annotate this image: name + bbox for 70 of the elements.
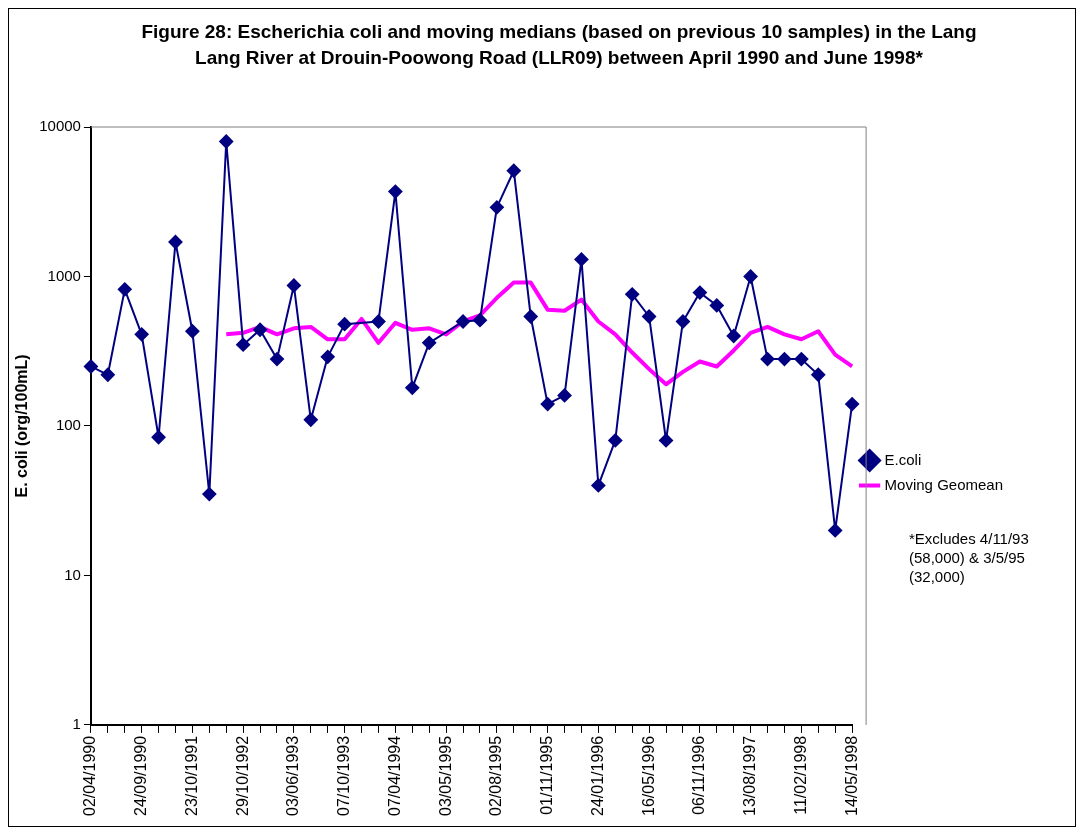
x-tick-label: 23/10/1991 xyxy=(182,735,200,816)
point xyxy=(303,412,318,427)
x-tick-label: 03/05/1995 xyxy=(436,735,454,816)
point xyxy=(405,380,420,395)
text: *Excludes 4/11/93 (58,000) & 3/5/95 (32,000) xyxy=(909,529,1030,586)
point xyxy=(100,367,115,382)
x-tick-label: 01/11/1995 xyxy=(538,735,556,815)
point xyxy=(692,285,707,300)
x-tick-label: 07/04/1994 xyxy=(385,735,403,816)
point xyxy=(371,314,386,329)
legend-label: Moving Geomean xyxy=(884,475,1004,493)
x-tick-label: 13/08/1997 xyxy=(741,735,759,816)
x-tick-label: 02/04/1990 xyxy=(81,735,99,816)
point xyxy=(608,433,623,448)
point xyxy=(726,328,741,343)
point xyxy=(489,200,504,215)
point xyxy=(557,388,572,403)
legend-label: E.coli xyxy=(884,450,922,468)
point xyxy=(185,324,200,339)
y-axis-title: E. coli (org/100mL) xyxy=(13,354,31,498)
point xyxy=(642,309,657,324)
point xyxy=(574,252,589,267)
x-tick-label: 24/01/1996 xyxy=(588,735,606,816)
y-tick-label: 1 xyxy=(72,715,81,733)
point xyxy=(794,352,809,367)
x-tick-label: 11/02/1998 xyxy=(791,735,809,815)
point xyxy=(134,327,149,342)
x-tick-label: 24/09/1990 xyxy=(132,735,150,816)
point xyxy=(523,309,538,324)
x-tick-label: 02/08/1995 xyxy=(487,735,505,816)
point xyxy=(253,322,268,337)
point xyxy=(845,397,860,412)
point xyxy=(337,317,352,332)
point xyxy=(269,352,284,367)
point xyxy=(591,478,606,493)
point xyxy=(168,235,183,250)
point xyxy=(422,335,437,350)
point xyxy=(320,349,335,364)
point xyxy=(506,163,521,178)
point xyxy=(743,269,758,284)
point xyxy=(456,314,471,329)
point xyxy=(202,487,217,502)
point xyxy=(625,287,640,302)
point xyxy=(760,352,775,367)
point xyxy=(219,134,234,149)
point xyxy=(83,359,98,374)
x-tick-label: 06/11/1996 xyxy=(690,735,708,815)
x-tick-label: 14/05/1998 xyxy=(842,735,860,816)
y-tick-label: 10 xyxy=(64,565,81,583)
point xyxy=(659,433,674,448)
y-tick-label: 100 xyxy=(55,416,81,434)
y-tick-label: 1000 xyxy=(47,266,81,284)
y-tick-label: 10000 xyxy=(39,117,81,135)
chart-title: Figure 28: Escherichia coli and moving medians (based on previous 10 samples) in the Lang Lang River at Drouin-Poowong Road (LLR09) between April 1990 and June 1998* xyxy=(140,20,978,70)
point xyxy=(811,367,826,382)
x-tick-label: 16/05/1996 xyxy=(639,735,657,816)
point xyxy=(540,397,555,412)
point xyxy=(286,278,301,293)
point xyxy=(709,298,724,313)
point xyxy=(675,314,690,329)
point xyxy=(828,523,843,538)
point xyxy=(472,313,487,328)
point xyxy=(151,430,166,445)
point xyxy=(236,337,251,352)
point xyxy=(388,184,403,199)
point xyxy=(777,352,792,367)
x-tick-label: 29/10/1992 xyxy=(233,735,251,816)
point xyxy=(117,282,132,297)
x-tick-label: 07/10/1993 xyxy=(335,735,353,816)
x-tick-label: 03/06/1993 xyxy=(284,735,302,816)
